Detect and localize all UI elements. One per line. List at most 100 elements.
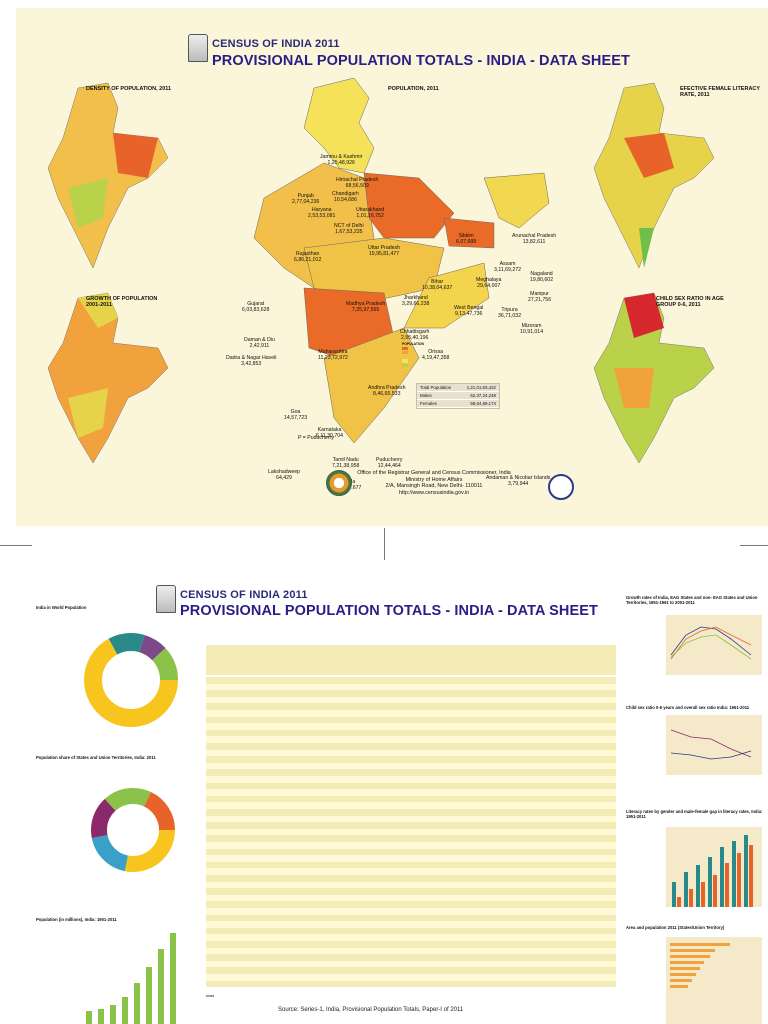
data-sheet-page-2: CENSUS OF INDIA 2011 PROVISIONAL POPULAT… <box>16 565 768 1024</box>
state-label: Nagaland 19,80,602 <box>530 271 554 283</box>
table-row <box>206 762 616 770</box>
table-notes-label: NOTES <box>206 995 215 998</box>
state-label: Haryana 2,53,53,081 <box>308 207 336 219</box>
world-donut-chart <box>84 633 178 727</box>
map-title-literacy: EFECTIVE FEMALE LITERACY RATE, 2011 <box>680 86 760 98</box>
totals-row: Females 58,64,69,174 <box>417 400 499 408</box>
table-row <box>206 861 616 869</box>
national-emblem-icon <box>156 585 176 613</box>
state-label: Chhattisgarh 2,55,40,196 <box>400 329 430 341</box>
table-row <box>206 980 616 988</box>
literacy-map <box>593 82 715 269</box>
region-south <box>323 327 420 444</box>
table-row <box>206 894 616 902</box>
state-label: Puducherry 12,44,464 <box>376 457 403 469</box>
table-row <box>206 782 616 790</box>
table-row <box>206 795 616 803</box>
state-label: Tamil Nadu 7,21,38,958 <box>332 457 360 469</box>
section-title-world: India in World Population <box>36 605 87 610</box>
table-row <box>206 789 616 796</box>
section-title-millions: Population (in millions), India: 1901-20… <box>36 917 117 922</box>
area-population-bar-chart <box>666 937 762 1024</box>
state-label: Orissa 4,19,47,358 <box>422 349 450 361</box>
section-title-growth-rates: Growth rates of India, EAG States and no… <box>626 595 758 605</box>
table-row <box>206 756 616 763</box>
literacy-rates-bar-chart <box>666 827 762 907</box>
state-label: Himachal Pradesh 68,56,509 <box>336 177 379 189</box>
table-row <box>206 815 616 823</box>
state-label: Jammu & Kashmir 1,25,48,926 <box>320 154 363 166</box>
states-share-donut-chart <box>91 788 175 872</box>
state-label: Madhya Pradesh 7,25,97,565 <box>346 301 386 313</box>
population-map <box>253 78 550 444</box>
region-bihar <box>443 217 495 249</box>
table-row <box>206 683 616 691</box>
map-title-density: DENSITY OF POPULATION, 2011 <box>86 86 172 92</box>
state-label: Andaman & Nicobar Islands 3,79,944 <box>486 475 551 487</box>
state-label: Jharkhand 3,29,66,238 <box>402 295 430 307</box>
table-row <box>206 743 616 750</box>
table-row <box>206 842 616 849</box>
table-row <box>206 954 616 961</box>
table-row <box>206 809 616 816</box>
region-up <box>363 172 455 239</box>
region-east <box>403 262 490 329</box>
table-row <box>206 888 616 895</box>
table-row <box>206 723 616 730</box>
state-label: Goa 14,57,723 <box>284 409 308 421</box>
state-label: Uttar Pradesh 19,95,81,477 <box>368 245 401 257</box>
table-row <box>206 934 616 941</box>
table-row <box>206 802 616 809</box>
population-legend: POPULATION <box>402 342 424 367</box>
state-label: Daman & Diu 2,42,911 <box>244 337 275 349</box>
puducherry-note: P = Puducherry <box>298 435 334 441</box>
state-label: Lakshadweep 64,429 <box>268 469 301 481</box>
state-label: Assam 3,11,69,272 <box>494 261 522 273</box>
table-row <box>206 875 616 882</box>
state-label: Bihar 10,38,04,637 <box>422 279 453 291</box>
table-row <box>206 908 616 915</box>
child-sex-ratio-line-chart <box>666 715 762 775</box>
section-title-area: Area and population 2011 (States/Union T… <box>626 925 725 930</box>
census-label: CENSUS OF INDIA 2011 <box>180 589 308 601</box>
table-row <box>206 901 616 908</box>
state-label: Sikkim 6,07,688 <box>456 233 477 245</box>
table-row <box>206 835 616 842</box>
office-address: Office of the Registrar General and Cens… <box>357 470 511 496</box>
table-row <box>206 947 616 955</box>
table-row <box>206 848 616 856</box>
state-label: West Bengal 9,13,47,736 <box>454 305 484 317</box>
table-row <box>206 749 616 757</box>
national-emblem-icon <box>188 34 208 62</box>
map-title-sex-ratio: CHILD SEX RATIO IN AGE GROUP 0-6, 2011 <box>656 296 724 308</box>
table-row <box>206 822 616 829</box>
state-label: Dadra & Nagar Haveli 3,42,853 <box>226 355 277 367</box>
table-row <box>206 677 616 684</box>
state-label: Meghalaya 29,64,007 <box>476 277 502 289</box>
state-label: Tripura 36,71,032 <box>498 307 522 319</box>
table-row <box>206 881 616 889</box>
table-row <box>206 716 616 724</box>
table-row <box>206 914 616 922</box>
section-title-states-share: Population share of States and Union Ter… <box>36 755 156 760</box>
state-label: Karnataka 6,11,30,704 <box>316 427 344 439</box>
state-label: Arunachal Pradesh 13,82,611 <box>512 233 557 245</box>
state-label: Mizoram 10,91,014 <box>520 323 544 335</box>
data-sheet-page-1: CENSUS OF INDIA 2011 PROVISIONAL POPULAT… <box>16 8 768 526</box>
crop-mark <box>0 545 32 546</box>
rgi-logo-icon <box>548 474 574 500</box>
totals-row: Total Population 1,21,01,93,422 <box>417 384 499 392</box>
state-data-table <box>206 645 616 990</box>
page-title: PROVISIONAL POPULATION TOTALS - INDIA - … <box>212 53 630 69</box>
crop-mark <box>740 545 768 546</box>
crop-mark <box>384 528 385 560</box>
table-row <box>206 974 616 981</box>
table-row <box>206 941 616 948</box>
table-row <box>206 710 616 717</box>
totals-box: Total Population 1,21,01,93,422 Males 62,3… <box>416 383 500 409</box>
table-row <box>206 776 616 783</box>
table-row <box>206 690 616 697</box>
table-row <box>206 921 616 928</box>
state-label: NCT of Delhi 1,67,53,235 <box>334 223 364 235</box>
census-label: CENSUS OF INDIA 2011 <box>212 38 340 50</box>
